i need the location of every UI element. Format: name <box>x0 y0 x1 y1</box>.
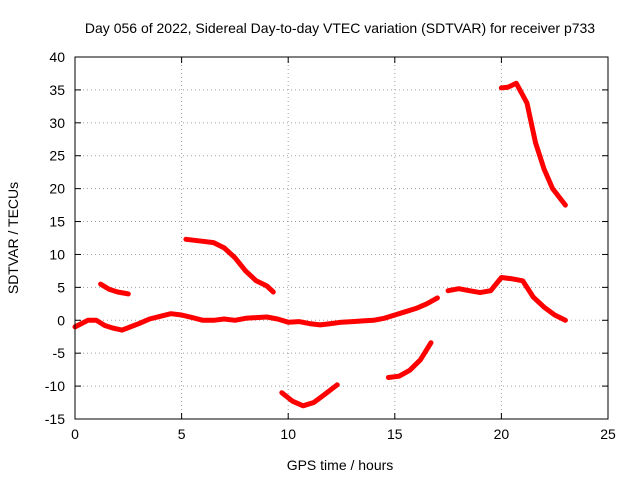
y-tick-label: 20 <box>49 181 65 197</box>
y-tick-label: 0 <box>57 312 65 328</box>
y-tick-label: -15 <box>45 411 65 427</box>
y-tick-label: -10 <box>45 378 65 394</box>
chart-title: Day 056 of 2022, Sidereal Day-to-day VTE… <box>85 20 595 36</box>
x-tick-label: 0 <box>71 426 79 442</box>
y-tick-label: 25 <box>49 148 65 164</box>
x-tick-label: 20 <box>494 426 510 442</box>
series-group <box>72 80 568 409</box>
x-tick-label: 25 <box>600 426 616 442</box>
x-tick-label: 5 <box>178 426 186 442</box>
y-tick-label: 5 <box>57 279 65 295</box>
series-afternoon-low <box>385 340 434 380</box>
series-midday-low <box>279 382 340 409</box>
x-tick-label: 10 <box>280 426 296 442</box>
y-axis-label: SDTVAR / TECUs <box>5 182 21 294</box>
y-tick-label: 35 <box>49 82 65 98</box>
series-main <box>72 295 440 333</box>
series-early <box>98 281 131 297</box>
ticks: 0 5 10 15 20 25 -15 -10 -5 0 5 10 15 20 25 30 35 40 <box>45 49 616 442</box>
y-tick-label: -5 <box>53 345 66 361</box>
series-evening <box>445 275 568 323</box>
x-tick-label: 15 <box>387 426 403 442</box>
series-morning <box>183 236 276 295</box>
grid <box>75 57 608 419</box>
y-tick-label: 15 <box>49 214 65 230</box>
x-axis-label: GPS time / hours <box>287 457 394 473</box>
y-tick-label: 30 <box>49 115 65 131</box>
y-tick-label: 10 <box>49 246 65 262</box>
y-tick-label: 40 <box>49 49 65 65</box>
plot-frame <box>74 56 609 420</box>
series-night-high <box>498 80 568 208</box>
